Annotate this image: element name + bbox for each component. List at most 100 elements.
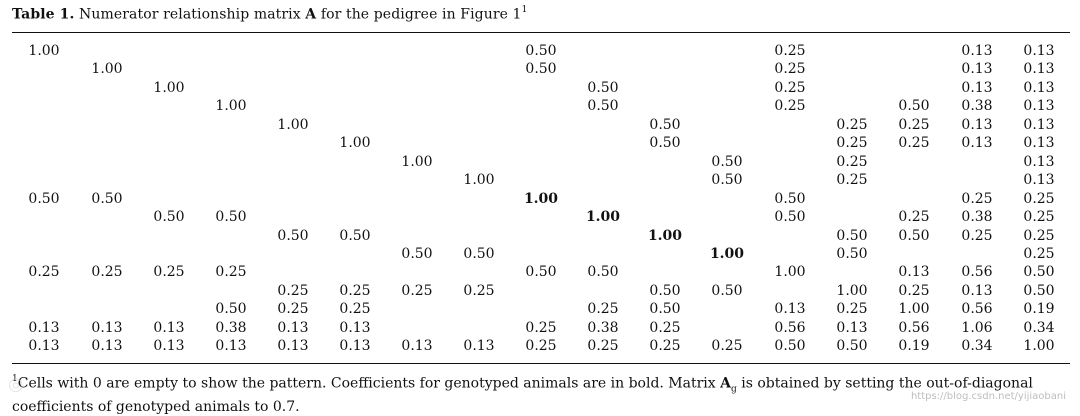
matrix-cell: 0.25 [587,338,619,355]
matrix-cell: 0.25 [1023,209,1055,226]
matrix-cell: 0.13 [961,116,993,133]
matrix-cell: 0.13 [277,319,309,336]
matrix-cell: 0.50 [215,209,247,226]
matrix-cell: 1.00 [463,172,495,189]
matrix-cell: 0.25 [898,209,930,226]
matrix-cell: 0.25 [401,282,433,299]
matrix-cell: 0.50 [836,227,868,244]
matrix-cell: 0.25 [463,282,495,299]
matrix-cell: 0.50 [525,264,557,281]
matrix-cell: 0.19 [1023,301,1055,318]
matrix-cell: 1.00 [898,301,930,318]
matrix-cell: 0.38 [215,319,247,336]
matrix-cell: 0.13 [1023,135,1055,152]
matrix-cell: 0.25 [339,282,371,299]
matrix-cell: 0.50 [774,209,806,226]
matrix-cell: 0.50 [28,190,60,207]
matrix-cell: 1.00 [523,190,559,207]
matrix-cell: 0.50 [525,43,557,59]
matrix-cell: 0.50 [339,227,371,244]
matrix-cell: 0.13 [961,43,993,59]
matrix-cell: 1.00 [709,245,745,262]
matrix-cell: 0.25 [1023,190,1055,207]
matrix-cell: 0.50 [649,282,681,299]
matrix-cell: 0.25 [649,338,681,355]
matrix-cell: 0.50 [463,245,495,262]
matrix-cell: 0.25 [836,135,868,152]
matrix-cell: 0.25 [525,319,557,336]
matrix-cell: 0.25 [898,116,930,133]
matrix-cell: 1.00 [153,79,185,96]
matrix-cell: 0.50 [1023,264,1055,281]
caption-matrix-symbol: A [305,6,317,23]
matrix-cell: 0.50 [587,79,619,96]
caption-footnote-ref: 1 [521,5,528,15]
matrix-cell: 1.06 [961,319,993,336]
matrix-cell: 0.13 [836,319,868,336]
matrix-cell: 0.13 [1023,98,1055,115]
matrix-cell: 0.25 [961,227,993,244]
matrix-cell: 0.38 [587,319,619,336]
footnote-matrix-subscript: g [731,384,737,395]
matrix-cell: 0.25 [774,61,806,78]
matrix-cell: 0.38 [961,98,993,115]
matrix-cell: 1.00 [585,209,621,226]
matrix-cell: 0.13 [28,338,60,355]
watermark-logo: ◎ [8,374,24,395]
top-rule [12,32,1070,33]
matrix-cell: 0.25 [774,79,806,96]
matrix-cell: 0.25 [774,98,806,115]
matrix-cell: 0.25 [898,282,930,299]
matrix-cell: 0.13 [1023,61,1055,78]
matrix-cell: 1.00 [647,227,683,244]
matrix-cell: 1.00 [339,135,371,152]
matrix-cell: 0.13 [463,338,495,355]
caption-text-before: Numerator relationship matrix [74,6,306,23]
matrix-cell: 1.00 [91,61,123,78]
matrix-cell: 0.25 [774,43,806,59]
matrix-cell: 0.56 [961,264,993,281]
matrix-cell: 0.50 [401,245,433,262]
matrix-cell: 0.25 [215,264,247,281]
matrix-cell: 0.19 [898,338,930,355]
matrix-cell: 0.38 [961,209,993,226]
caption-text-after: for the pedigree in Figure 1 [316,6,522,23]
matrix-cell: 1.00 [774,264,806,281]
matrix-cell: 0.25 [525,338,557,355]
matrix-cell: 0.13 [1023,79,1055,96]
matrix-cell: 0.50 [649,135,681,152]
matrix-cell: 0.50 [1023,282,1055,299]
matrix-cell: 0.25 [836,172,868,189]
matrix-cell: 0.50 [215,301,247,318]
footnote-line-1: 1Cells with 0 are empty to show the patt… [12,371,1072,398]
matrix-cell: 0.25 [836,153,868,170]
footnote-text-2: is obtained by setting the out-of-diagon… [736,375,1033,392]
matrix-cell: 0.25 [961,190,993,207]
matrix-cell: 0.13 [1023,153,1055,170]
watermark-text: https://blog.csdn.net/yijiaobani [910,391,1066,402]
matrix-cell: 0.25 [587,301,619,318]
matrix-cell: 1.00 [277,116,309,133]
matrix-cell: 0.50 [587,264,619,281]
matrix-cell: 0.13 [91,338,123,355]
matrix-cell: 0.13 [774,301,806,318]
matrix-cell: 0.13 [961,282,993,299]
matrix-cell: 0.50 [153,209,185,226]
matrix-cell: 0.50 [898,227,930,244]
matrix-cell: 0.13 [401,338,433,355]
matrix-cell: 0.13 [961,135,993,152]
matrix-cell: 0.25 [1023,227,1055,244]
matrix-cell: 0.13 [898,264,930,281]
matrix-cell: 0.56 [961,301,993,318]
matrix-cell: 0.13 [215,338,247,355]
bottom-rule [12,363,1070,364]
matrix-cell: 0.25 [898,135,930,152]
matrix-cell: 0.50 [836,338,868,355]
matrix-cell: 0.50 [711,172,743,189]
matrix-cell: 0.50 [711,153,743,170]
matrix-cell: 1.00 [1023,338,1055,355]
matrix-cell: 0.50 [711,282,743,299]
matrix-cell: 0.25 [91,264,123,281]
matrix-cell: 0.13 [961,61,993,78]
